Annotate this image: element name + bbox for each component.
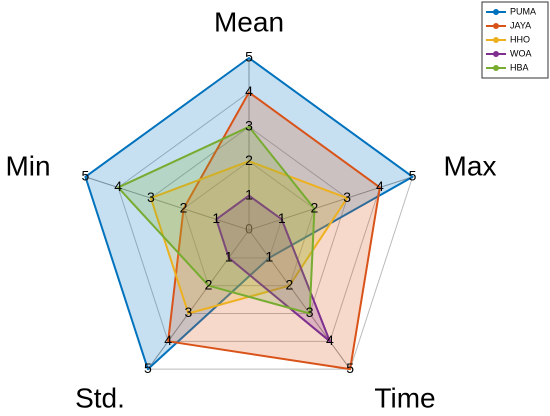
- spoke: [85, 176, 250, 231]
- legend-marker: [493, 65, 499, 71]
- data-label: 1: [265, 249, 273, 265]
- axis-label: Time: [374, 382, 435, 413]
- data-label: 2: [180, 199, 188, 215]
- legend-marker: [493, 51, 499, 57]
- legend-marker: [493, 37, 499, 43]
- legend-label: JAYA: [510, 20, 531, 30]
- series-area: [215, 194, 331, 343]
- data-label: 4: [376, 178, 384, 194]
- legend-label: HBA: [510, 62, 529, 72]
- data-label: 1: [245, 186, 253, 202]
- grid-ring: [182, 160, 316, 287]
- legend-marker: [493, 9, 499, 15]
- axis-label: Min: [5, 150, 50, 181]
- data-label: 5: [346, 360, 354, 376]
- axis-label: Mean: [214, 6, 284, 37]
- grid-ring: [150, 126, 348, 314]
- data-label: 2: [245, 152, 253, 168]
- data-label: 3: [343, 189, 351, 205]
- data-label: 3: [306, 304, 314, 320]
- axis-label: Max: [444, 150, 497, 181]
- data-label: 2: [205, 276, 213, 292]
- data-label: 1: [212, 210, 220, 226]
- data-label: 1: [278, 210, 286, 226]
- spoke: [147, 229, 250, 370]
- data-label: 3: [184, 304, 192, 320]
- legend-label: PUMA: [510, 6, 536, 16]
- legend-marker: [493, 23, 499, 29]
- series-area: [84, 57, 414, 371]
- legend-label: WOA: [510, 48, 532, 58]
- data-label: 2: [286, 276, 294, 292]
- data-label: 3: [245, 118, 253, 134]
- data-label: 5: [409, 168, 417, 184]
- data-label: 5: [144, 360, 152, 376]
- spoke: [248, 176, 413, 231]
- data-label: 5: [245, 49, 253, 65]
- series-area: [167, 91, 381, 371]
- data-label: 4: [245, 83, 253, 99]
- data-label: 3: [147, 189, 155, 205]
- series-area: [117, 125, 316, 315]
- data-label: 1: [225, 249, 233, 265]
- data-label: 5: [82, 168, 90, 184]
- data-label: 4: [164, 332, 172, 348]
- legend-label: HHO: [510, 34, 530, 44]
- spoke: [248, 229, 351, 370]
- data-label: 4: [114, 178, 122, 194]
- axis-label: Std.: [75, 382, 125, 413]
- data-label: 4: [326, 332, 334, 348]
- center-label: 0: [245, 221, 253, 237]
- data-label: 2: [311, 199, 319, 215]
